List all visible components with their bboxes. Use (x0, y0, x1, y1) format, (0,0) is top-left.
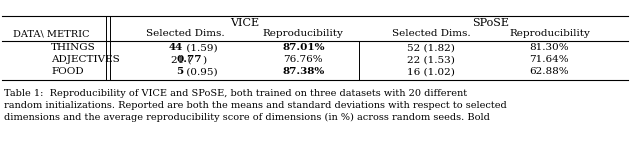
Text: 21 (: 21 ( (172, 56, 192, 64)
Text: FOOD: FOOD (51, 67, 84, 77)
Text: THINGS: THINGS (51, 43, 96, 53)
Text: 16 (1.02): 16 (1.02) (407, 67, 455, 77)
Text: 22 (1.53): 22 (1.53) (407, 56, 455, 64)
Text: 5: 5 (176, 67, 183, 77)
Text: ADJECTIVES: ADJECTIVES (51, 56, 120, 64)
Text: 87.38%: 87.38% (282, 67, 324, 77)
Text: Selected Dims.: Selected Dims. (146, 29, 225, 39)
Text: 81.30%: 81.30% (529, 43, 569, 53)
Text: 71.64%: 71.64% (529, 56, 569, 64)
Text: 76.76%: 76.76% (284, 56, 323, 64)
Text: Selected Dims.: Selected Dims. (392, 29, 470, 39)
Text: (1.59): (1.59) (183, 43, 218, 53)
Text: ): ) (202, 56, 206, 64)
Text: Table 1:  Reproducibility of VICE and SPoSE, both trained on three datasets with: Table 1: Reproducibility of VICE and SPo… (4, 89, 507, 122)
Text: 44: 44 (169, 43, 183, 53)
Text: DATA\ METRIC: DATA\ METRIC (13, 29, 90, 39)
Text: VICE: VICE (230, 18, 259, 28)
Text: 0.77: 0.77 (176, 56, 202, 64)
Text: SPoSE: SPoSE (472, 18, 509, 28)
Text: 52 (1.82): 52 (1.82) (407, 43, 455, 53)
Text: 62.88%: 62.88% (529, 67, 569, 77)
Text: (0.95): (0.95) (183, 67, 218, 77)
Text: Reproducibility: Reproducibility (263, 29, 344, 39)
Text: 87.01%: 87.01% (282, 43, 324, 53)
Text: Reproducibility: Reproducibility (509, 29, 590, 39)
